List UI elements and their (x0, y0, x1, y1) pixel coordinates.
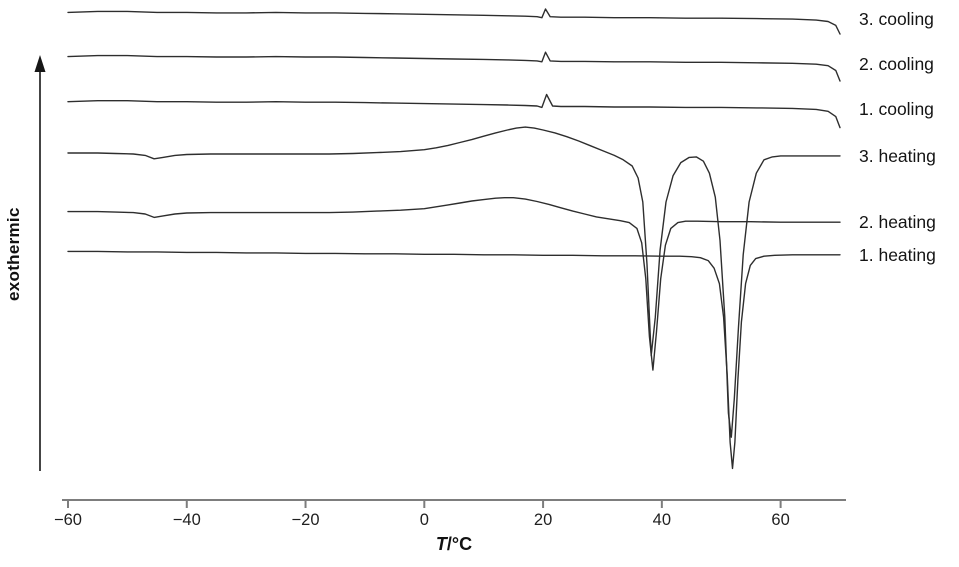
curve-label: 1. heating (859, 245, 936, 265)
exothermic-arrow (34, 55, 46, 471)
x-tick-label: −20 (292, 511, 320, 529)
x-axis: −60 −40 −20 0 20 40 60 (54, 499, 846, 529)
curve-1-cooling (67, 93, 841, 129)
curve-3-heating (67, 126, 841, 438)
x-tick-label: −40 (173, 511, 201, 529)
curves-group (67, 8, 841, 470)
curve-3-cooling (67, 8, 841, 35)
curve-label: 1. cooling (859, 99, 934, 119)
x-axis-unit: /°C (446, 534, 473, 554)
curve-label: 3. cooling (859, 9, 934, 29)
x-ticks-group: −60 −40 −20 0 20 40 60 (54, 500, 790, 529)
curve-label: 2. cooling (859, 54, 934, 74)
x-tick-label: 20 (534, 511, 552, 529)
x-tick-label: 0 (420, 511, 429, 529)
curve-1-heating (67, 250, 841, 470)
y-axis-label: exothermic (4, 207, 23, 301)
x-tick-label: 40 (653, 511, 671, 529)
curve-label: 3. heating (859, 146, 936, 166)
x-axis-label: T/°C (414, 534, 494, 555)
curve-2-heating (67, 196, 841, 371)
x-tick-label: −60 (54, 511, 82, 529)
x-tick-label: 60 (771, 511, 789, 529)
curve-label: 2. heating (859, 212, 936, 232)
exothermic-arrow-head-icon (34, 55, 46, 72)
curve-2-cooling (67, 51, 841, 82)
x-axis-symbol: T (435, 534, 447, 554)
